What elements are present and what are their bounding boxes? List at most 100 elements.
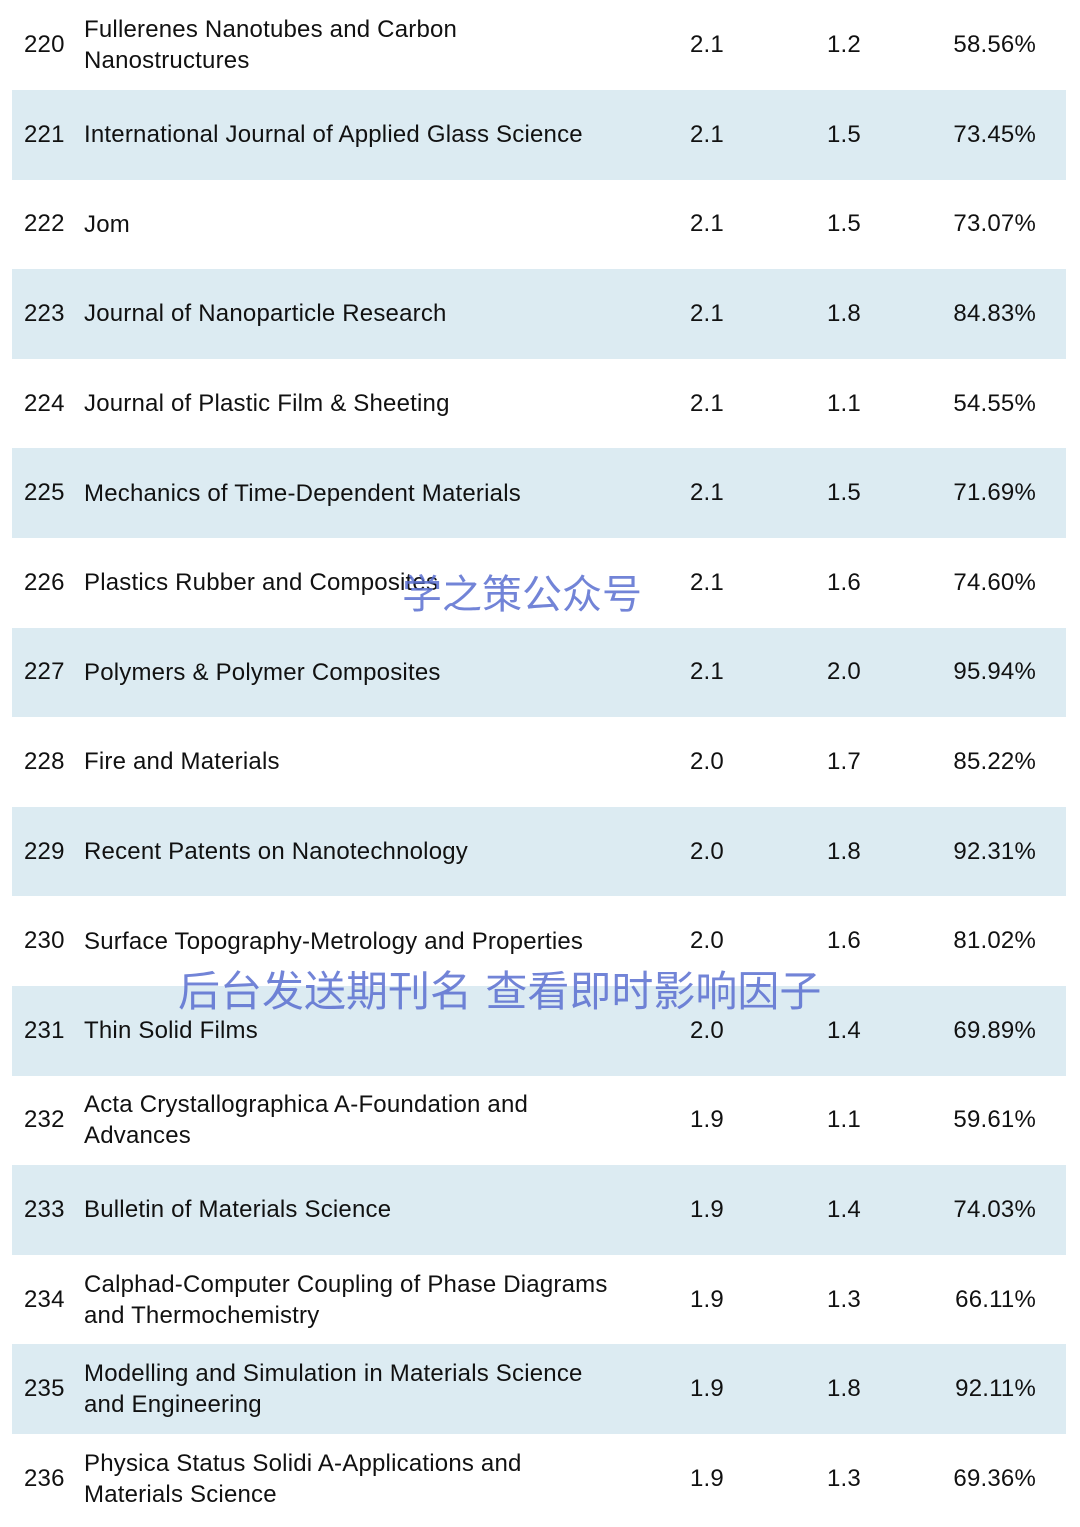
- rank-cell: 226: [24, 568, 65, 596]
- percentage-cell: 81.02%: [953, 927, 1036, 955]
- rank-cell: 231: [24, 1016, 65, 1044]
- rank-cell: 222: [24, 210, 65, 238]
- five-year-impact-factor-cell: 1.6: [827, 927, 861, 955]
- percentage-cell: 58.56%: [953, 31, 1036, 58]
- journal-table: 220 Fullerenes Nanotubes and Carbon Nano…: [12, 0, 1066, 1524]
- table-row: 223 Journal of Nanoparticle Research 2.1…: [12, 269, 1066, 359]
- five-year-impact-factor-cell: 1.5: [827, 210, 861, 238]
- percentage-cell: 71.69%: [953, 479, 1036, 507]
- percentage-cell: 84.83%: [953, 299, 1036, 327]
- percentage-cell: 74.03%: [953, 1195, 1036, 1223]
- journal-name-cell: Journal of Nanoparticle Research: [84, 300, 447, 328]
- impact-factor-cell: 2.1: [690, 120, 724, 148]
- impact-factor-cell: 2.1: [690, 31, 724, 58]
- rank-cell: 223: [24, 299, 65, 327]
- percentage-cell: 66.11%: [955, 1285, 1036, 1313]
- five-year-impact-factor-cell: 1.1: [827, 389, 861, 417]
- rank-cell: 225: [24, 479, 65, 507]
- journal-name-cell: Plastics Rubber and Composites: [84, 569, 439, 597]
- percentage-cell: 69.36%: [953, 1464, 1036, 1492]
- impact-factor-cell: 2.1: [690, 479, 724, 507]
- table-row: 236 Physica Status Solidi A-Applications…: [12, 1434, 1066, 1524]
- five-year-impact-factor-cell: 1.4: [827, 1016, 861, 1044]
- impact-factor-cell: 1.9: [690, 1106, 724, 1134]
- impact-factor-cell: 2.1: [690, 210, 724, 238]
- impact-factor-cell: 1.9: [690, 1375, 724, 1403]
- impact-factor-cell: 2.0: [690, 1016, 724, 1044]
- journal-name-cell: Jom: [84, 210, 130, 238]
- journal-name-cell: Recent Patents on Nanotechnology: [84, 838, 468, 866]
- impact-factor-cell: 2.1: [690, 568, 724, 596]
- impact-factor-cell: 1.9: [690, 1285, 724, 1313]
- table-row: 225 Mechanics of Time-Dependent Material…: [12, 448, 1066, 538]
- rank-cell: 228: [24, 747, 65, 775]
- rank-cell: 233: [24, 1195, 65, 1223]
- five-year-impact-factor-cell: 1.4: [827, 1195, 861, 1223]
- table-row: 229 Recent Patents on Nanotechnology 2.0…: [12, 806, 1066, 897]
- table-row: 232 Acta Crystallographica A-Foundation …: [12, 1076, 1066, 1166]
- impact-factor-cell: 2.0: [690, 747, 724, 775]
- journal-name-cell: Modelling and Simulation in Materials Sc…: [84, 1360, 583, 1419]
- rank-cell: 236: [24, 1464, 65, 1492]
- five-year-impact-factor-cell: 1.2: [827, 31, 861, 58]
- five-year-impact-factor-cell: 1.7: [827, 747, 861, 775]
- table-row: 224 Journal of Plastic Film & Sheeting 2…: [12, 359, 1066, 449]
- journal-name-cell: Surface Topography-Metrology and Propert…: [84, 927, 584, 955]
- five-year-impact-factor-cell: 2.0: [827, 658, 861, 686]
- table-row: 234 Calphad-Computer Coupling of Phase D…: [12, 1255, 1066, 1345]
- table-row: 230 Surface Topography-Metrology and Pro…: [12, 896, 1066, 986]
- table-row: 222 Jom 2.1 1.5 73.07%: [12, 180, 1066, 270]
- journal-name-cell: Thin Solid Films: [84, 1017, 258, 1045]
- table-row: 220 Fullerenes Nanotubes and Carbon Nano…: [12, 0, 1066, 90]
- table-row: 227 Polymers & Polymer Composites 2.1 2.…: [12, 627, 1066, 718]
- rank-cell: 230: [24, 927, 65, 955]
- five-year-impact-factor-cell: 1.3: [827, 1285, 861, 1313]
- rank-cell: 220: [24, 31, 65, 58]
- percentage-cell: 69.89%: [953, 1016, 1036, 1044]
- journal-name-cell: International Journal of Applied Glass S…: [84, 121, 583, 149]
- table-row: 233 Bulletin of Materials Science 1.9 1.…: [12, 1165, 1066, 1255]
- journal-name-cell: Acta Crystallographica A-Foundation and …: [84, 1091, 529, 1150]
- percentage-cell: 74.60%: [953, 568, 1036, 596]
- five-year-impact-factor-cell: 1.8: [827, 1375, 861, 1403]
- impact-factor-cell: 2.0: [690, 927, 724, 955]
- rank-cell: 234: [24, 1285, 65, 1313]
- table-row: 226 Plastics Rubber and Composites 2.1 1…: [12, 538, 1066, 628]
- rank-cell: 229: [24, 837, 65, 865]
- percentage-cell: 92.31%: [953, 837, 1036, 865]
- journal-name-cell: Fire and Materials: [84, 748, 280, 776]
- table-row: 228 Fire and Materials 2.0 1.7 85.22%: [12, 717, 1066, 807]
- impact-factor-cell: 2.0: [690, 837, 724, 865]
- five-year-impact-factor-cell: 1.8: [827, 299, 861, 327]
- rank-cell: 232: [24, 1106, 65, 1134]
- impact-factor-cell: 1.9: [690, 1464, 724, 1492]
- journal-name-cell: Calphad-Computer Coupling of Phase Diagr…: [84, 1270, 608, 1329]
- journal-name-cell: Polymers & Polymer Composites: [84, 658, 441, 686]
- impact-factor-cell: 2.1: [690, 299, 724, 327]
- percentage-cell: 73.07%: [953, 210, 1036, 238]
- five-year-impact-factor-cell: 1.5: [827, 120, 861, 148]
- percentage-cell: 92.11%: [955, 1375, 1036, 1403]
- rank-cell: 235: [24, 1375, 65, 1403]
- table-row: 231 Thin Solid Films 2.0 1.4 69.89%: [12, 985, 1066, 1076]
- five-year-impact-factor-cell: 1.5: [827, 479, 861, 507]
- percentage-cell: 95.94%: [953, 658, 1036, 686]
- five-year-impact-factor-cell: 1.6: [827, 568, 861, 596]
- rank-cell: 227: [24, 658, 65, 686]
- journal-name-cell: Mechanics of Time-Dependent Materials: [84, 479, 521, 507]
- journal-name-cell: Journal of Plastic Film & Sheeting: [84, 390, 450, 418]
- impact-factor-cell: 2.1: [690, 389, 724, 417]
- percentage-cell: 59.61%: [953, 1106, 1036, 1134]
- percentage-cell: 54.55%: [953, 389, 1036, 417]
- five-year-impact-factor-cell: 1.8: [827, 837, 861, 865]
- impact-factor-cell: 2.1: [690, 658, 724, 686]
- journal-name-cell: Fullerenes Nanotubes and Carbon Nanostru…: [84, 16, 458, 74]
- percentage-cell: 73.45%: [953, 120, 1036, 148]
- five-year-impact-factor-cell: 1.1: [827, 1106, 861, 1134]
- table-row: 235 Modelling and Simulation in Material…: [12, 1344, 1066, 1434]
- journal-name-cell: Physica Status Solidi A-Applications and…: [84, 1449, 522, 1508]
- rank-cell: 224: [24, 389, 65, 417]
- impact-factor-cell: 1.9: [690, 1195, 724, 1223]
- five-year-impact-factor-cell: 1.3: [827, 1464, 861, 1492]
- rank-cell: 221: [24, 120, 65, 148]
